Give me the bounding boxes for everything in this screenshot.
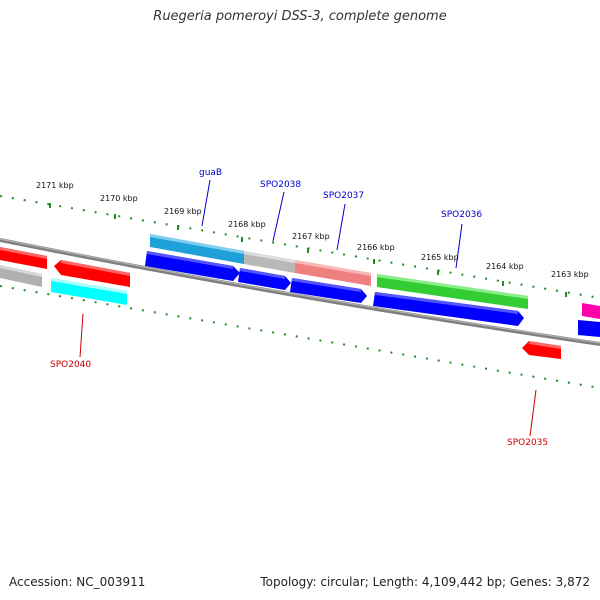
gene-label-spo2038: SPO2038 (260, 180, 301, 190)
gene-feature[interactable] (238, 268, 291, 290)
gene-feature[interactable] (51, 278, 127, 305)
kbp-label: 2168 kbp (228, 220, 266, 229)
gene-label-spo2037: SPO2037 (323, 191, 364, 201)
gene-feature[interactable] (0, 265, 42, 287)
kbp-label: 2171 kbp (36, 181, 74, 190)
kbp-label: 2170 kbp (100, 194, 138, 203)
gene-label-spo2040: SPO2040 (50, 360, 91, 370)
gene-feature[interactable] (244, 251, 295, 273)
gene-label-guab: guaB (199, 168, 222, 178)
gene-label-spo2036: SPO2036 (441, 210, 482, 220)
gene-feature[interactable] (54, 260, 130, 287)
gene-feature[interactable] (290, 278, 367, 303)
genome-backbone (0, 238, 600, 346)
gene-label-spo2035: SPO2035 (507, 438, 548, 448)
kbp-label: 2165 kbp (421, 253, 459, 262)
gene-feature[interactable] (295, 260, 371, 286)
gene-feature[interactable] (582, 303, 600, 319)
gene-feature[interactable] (373, 292, 524, 326)
gene-feature[interactable] (522, 341, 561, 359)
gene-feature[interactable] (0, 247, 47, 269)
kbp-label: 2166 kbp (357, 243, 395, 252)
genome-summary-text: Topology: circular; Length: 4,109,442 bp… (260, 575, 590, 589)
gene-feature[interactable] (578, 320, 600, 337)
gene-feature[interactable] (145, 251, 240, 281)
kbp-label: 2167 kbp (292, 232, 330, 241)
kbp-label: 2164 kbp (486, 262, 524, 271)
kbp-label: 2163 kbp (551, 270, 589, 279)
gene-feature[interactable] (377, 274, 528, 309)
gene-feature[interactable] (150, 234, 244, 264)
label-leaders (79, 179, 537, 437)
major-ticks (49, 203, 567, 297)
genome-title: Ruegeria pomeroyi DSS-3, complete genome (153, 9, 447, 24)
kbp-label: 2169 kbp (164, 207, 202, 216)
accession-text: Accession: NC_003911 (9, 575, 146, 589)
